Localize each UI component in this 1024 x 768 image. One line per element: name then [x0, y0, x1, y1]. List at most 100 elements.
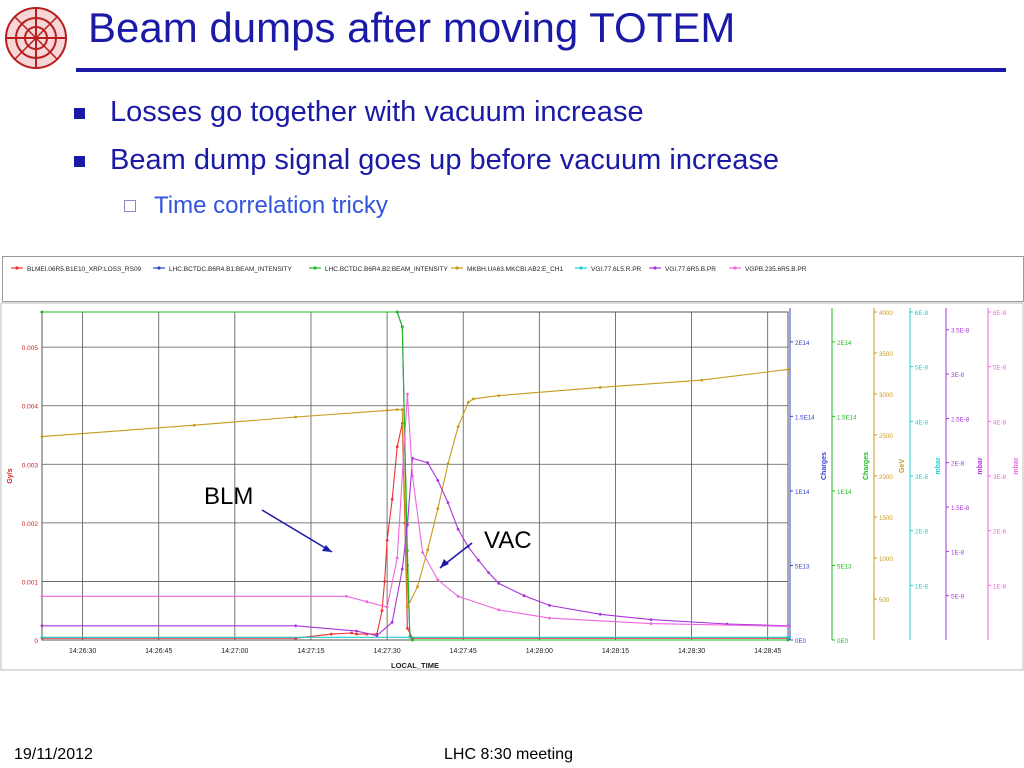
series-3-point-16	[700, 378, 704, 382]
y-tick-gys-0: 0	[34, 638, 38, 645]
y-tick-q2-4: 2E14	[837, 340, 852, 347]
series-0-point-14	[406, 626, 409, 630]
legend-marker-4	[579, 266, 583, 270]
y-tick-vgi6l-2: 3E-8	[915, 474, 929, 481]
series-0-point-3	[350, 631, 353, 635]
bullet-2-text: Beam dump signal goes up before vacuum i…	[110, 144, 779, 176]
series-6-point-9	[456, 594, 460, 598]
series-6-point-8	[436, 578, 440, 582]
series-3-point-14	[497, 394, 501, 397]
annotation-blm-arrowhead	[322, 545, 332, 552]
y-tick-gev-3: 2000	[879, 474, 893, 481]
y-tick-vgi6l-1: 2E-8	[915, 529, 929, 536]
y-tick-vgi6r-3: 2E-8	[951, 461, 965, 468]
legend-marker-1	[157, 266, 161, 270]
series-3-point-8	[426, 548, 430, 552]
series-line-5	[42, 457, 789, 637]
y-tick-vgi6l-0: 1E-8	[915, 583, 929, 590]
x-tick-label-1: 14:26:45	[145, 648, 172, 655]
series-2-point-2	[400, 325, 404, 329]
y-tick-vgi6r-0: 5E-9	[951, 594, 965, 601]
series-6-point-6	[411, 474, 414, 478]
series-5-point-4	[390, 620, 394, 624]
series-5-point-1	[294, 624, 298, 628]
y-tick-gev-0: 500	[879, 597, 890, 604]
series-2-point-0	[40, 310, 44, 314]
y-tick-gys-3: 0.003	[22, 462, 39, 469]
series-3-point-11	[456, 425, 460, 429]
legend-label-3: MKBH.UA63.MKCBI.AB2:E_CH1	[467, 266, 563, 273]
y-tick-gev-1: 1000	[879, 556, 893, 563]
x-tick-label-5: 14:27:45	[450, 648, 477, 655]
y-tick-vgi6r-2: 1.5E-8	[951, 505, 970, 512]
y-axis-label-vgpb: mbar	[1013, 457, 1020, 474]
y-tick-vgpb-0: 1E-8	[993, 583, 1007, 590]
series-3-point-10	[446, 462, 450, 466]
x-tick-label-6: 14:28:00	[526, 648, 553, 655]
series-5-point-3	[375, 634, 379, 637]
y-tick-q2-3: 1.5E14	[837, 414, 857, 421]
y-tick-vgi6l-3: 4E-8	[915, 419, 929, 426]
series-6-point-12	[649, 622, 653, 625]
series-4-point-0	[40, 635, 44, 639]
y-axis-label-gev: GeV	[899, 459, 906, 473]
series-6-point-3	[385, 605, 389, 609]
series-5-point-13	[477, 558, 480, 562]
sub-bullet-text: Time correlation tricky	[154, 192, 388, 219]
series-2-point-1	[395, 310, 399, 314]
y-tick-q1-2: 1E14	[795, 489, 810, 496]
series-5-point-18	[598, 612, 602, 616]
series-0-point-4	[355, 632, 358, 636]
series-3-point-12	[466, 400, 470, 404]
y-tick-vgi6r-1: 1E-8	[951, 549, 965, 556]
y-tick-q2-1: 5E13	[837, 563, 852, 570]
series-5-point-8	[426, 461, 430, 465]
y-tick-vgpb-4: 5E-8	[993, 365, 1007, 372]
series-6-point-4	[395, 556, 399, 560]
y-axis-label-q1: Charges	[821, 452, 828, 480]
y-tick-q1-3: 1.5E14	[795, 414, 815, 421]
series-2-point-3	[406, 549, 409, 552]
series-6-point-2	[365, 600, 369, 604]
footer-meeting: LHC 8:30 meeting	[444, 746, 573, 763]
legend-marker-3	[455, 266, 459, 270]
series-5-point-9	[436, 479, 440, 482]
x-tick-label-9: 14:28:45	[754, 648, 781, 655]
series-5-point-11	[456, 527, 460, 531]
series-4-point-1	[786, 635, 790, 639]
x-tick-label-7: 14:28:15	[602, 648, 629, 655]
chart: 14:26:30 14:26:45 14:27:00 14:27:15 14:27:30…	[0, 302, 1024, 671]
y-tick-gys-4: 0.004	[22, 404, 39, 411]
series-5-point-17	[548, 604, 551, 607]
series-6-point-5	[406, 392, 409, 396]
x-axis-label: LOCAL_TIME	[391, 661, 439, 670]
series-3-point-1	[192, 423, 196, 427]
series-group	[40, 310, 790, 642]
series-3-point-9	[436, 507, 440, 511]
legend-label-6: VGPB.235.6R5.B.PR	[745, 266, 807, 273]
series-2-point-6	[786, 638, 790, 642]
y-tick-gev-4: 2500	[879, 433, 893, 440]
series-0-point-2	[329, 632, 333, 636]
series-0-point-9	[385, 539, 389, 542]
y-tick-vgi6l-4: 5E-8	[915, 365, 929, 372]
lhc-logo	[5, 7, 67, 69]
x-tick-label-8: 14:28:30	[678, 648, 705, 655]
y-tick-gys-1: 0.001	[22, 579, 39, 586]
y-tick-vgpb-3: 4E-8	[993, 419, 1007, 426]
series-0-point-10	[390, 498, 394, 501]
legend-marker-6	[733, 266, 737, 270]
y-axis-label-q2: Charges	[863, 452, 870, 480]
series-5-point-19	[649, 618, 653, 621]
series-0-point-11	[395, 445, 399, 449]
slide-title: Beam dumps after moving TOTEM	[88, 4, 736, 51]
y-tick-vgi6r-5: 3E-8	[951, 372, 965, 379]
series-6-point-1	[345, 594, 348, 598]
legend-label-1: LHC.BCTDC.B6R4.B1:BEAM_INTENSITY	[169, 266, 292, 273]
hollow-square-bullet-icon	[124, 200, 136, 212]
y-tick-gev-7: 4000	[879, 310, 893, 317]
y-tick-q1-4: 2E14	[795, 340, 810, 347]
series-6-point-10	[497, 608, 501, 612]
series-5-point-14	[487, 571, 490, 574]
legend-label-0: BLMEI.06R5.B1E10_XRP:LOSS_RS09	[27, 266, 142, 273]
